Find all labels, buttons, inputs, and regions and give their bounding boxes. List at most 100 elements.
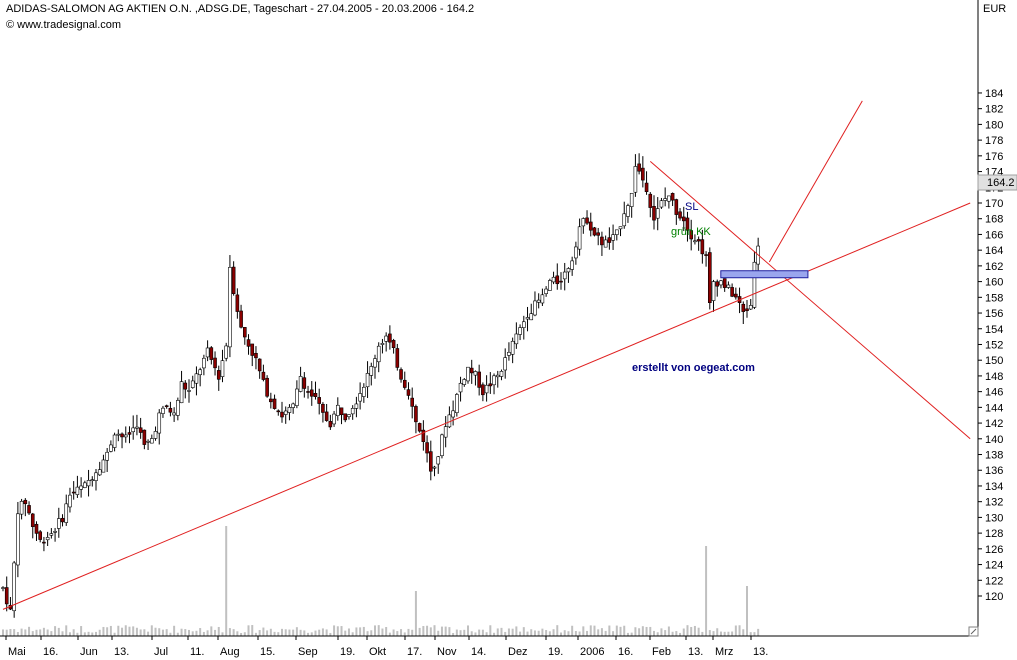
candle-body	[440, 434, 444, 457]
volume-bar	[295, 627, 298, 636]
volume-bar	[496, 628, 499, 636]
volume-bar	[571, 625, 574, 636]
volume-bar	[511, 628, 514, 636]
volume-bar	[742, 629, 745, 636]
volume-bar	[381, 628, 384, 636]
candle-body	[414, 406, 418, 423]
candle-body	[425, 442, 429, 454]
candle-body	[79, 485, 83, 490]
candle-body	[280, 411, 284, 418]
candle-body	[202, 357, 206, 369]
volume-bar	[719, 631, 722, 636]
y-tick-label: 126	[985, 544, 1003, 556]
candle-body	[161, 407, 165, 414]
volume-bar	[180, 628, 183, 636]
candle-body	[525, 317, 530, 320]
volume-bars	[2, 526, 760, 636]
y-tick-label: 152	[985, 339, 1003, 351]
candle-body	[83, 482, 87, 488]
volume-bar	[392, 629, 395, 636]
candle-body	[484, 384, 489, 394]
volume-bar	[467, 625, 469, 636]
gruen-kk-label: grün KK	[671, 226, 711, 238]
volume-bar	[188, 629, 190, 636]
candle-body	[629, 192, 634, 207]
candle-body	[704, 254, 708, 256]
candle-body	[402, 379, 407, 388]
candle-body	[254, 352, 258, 359]
candle-body	[220, 360, 225, 377]
volume-bar	[560, 632, 562, 636]
candle-body	[30, 513, 35, 527]
x-tick-label: 2006	[580, 646, 604, 658]
y-tick-label: 170	[985, 198, 1003, 210]
candle-body	[562, 271, 567, 280]
candle-body	[239, 310, 243, 328]
candle-body	[276, 410, 281, 413]
candle-body	[540, 294, 545, 304]
volume-bar	[31, 631, 34, 636]
candle-body	[458, 382, 463, 393]
volume-bar	[403, 632, 406, 636]
volume-bar	[333, 625, 336, 636]
candle-body	[123, 434, 128, 438]
candle-body	[388, 333, 392, 343]
candle-body	[146, 440, 150, 443]
volume-bar	[251, 625, 254, 636]
volume-bar	[139, 629, 142, 636]
candle-body	[559, 280, 563, 283]
y-tick-label: 160	[985, 277, 1003, 289]
candle-body	[503, 357, 508, 371]
candle-body	[157, 412, 162, 434]
volume-bar	[210, 626, 213, 636]
volume-bar	[303, 630, 306, 636]
volume-bar	[35, 629, 38, 636]
volume-bar	[254, 632, 257, 636]
corner-resize-icon[interactable]	[968, 626, 979, 637]
volume-bar	[582, 626, 585, 636]
volume-bar	[225, 526, 228, 636]
volume-bar	[444, 626, 447, 636]
candle-body	[477, 371, 481, 388]
volume-bar	[344, 630, 347, 636]
volume-bar	[556, 625, 559, 636]
volume-bar	[176, 632, 179, 636]
volume-bar	[589, 625, 592, 636]
candle-body	[168, 407, 173, 413]
volume-bar	[377, 625, 380, 636]
x-tick-label: Mrz	[715, 646, 733, 658]
candle-body	[343, 413, 348, 421]
volume-bar	[533, 630, 536, 636]
candle-body	[269, 398, 273, 403]
volume-bar	[221, 632, 224, 636]
volume-bar	[634, 627, 637, 636]
volume-bar	[80, 626, 83, 636]
candle-body	[27, 505, 31, 514]
y-tick-label: 180	[985, 119, 1003, 131]
volume-bar	[50, 631, 53, 636]
volume-bar	[228, 628, 231, 636]
x-tick-label: 15.	[260, 646, 275, 658]
last-price-marker: 164.2	[977, 174, 1017, 191]
candle-body	[555, 275, 560, 285]
candle-body	[536, 299, 541, 303]
volume-bar	[359, 627, 362, 636]
volume-bar	[552, 629, 555, 636]
volume-bar	[705, 546, 708, 636]
y-tick-label: 150	[985, 355, 1003, 367]
volume-bar	[2, 629, 4, 636]
volume-bar	[158, 628, 161, 636]
watermark-label: erstellt von oegeat.com	[632, 362, 755, 374]
candle-body	[521, 321, 526, 328]
x-tick-label: Aug	[220, 646, 240, 658]
volume-bar	[567, 631, 570, 636]
candle-body	[101, 459, 106, 473]
volume-bar	[5, 629, 8, 636]
candle-body	[514, 333, 519, 345]
candle-body	[328, 421, 333, 428]
volume-bar	[600, 628, 603, 636]
candle-body	[23, 499, 28, 505]
candle-body	[209, 347, 214, 360]
volume-bar	[214, 629, 217, 636]
volume-bar	[336, 626, 339, 636]
